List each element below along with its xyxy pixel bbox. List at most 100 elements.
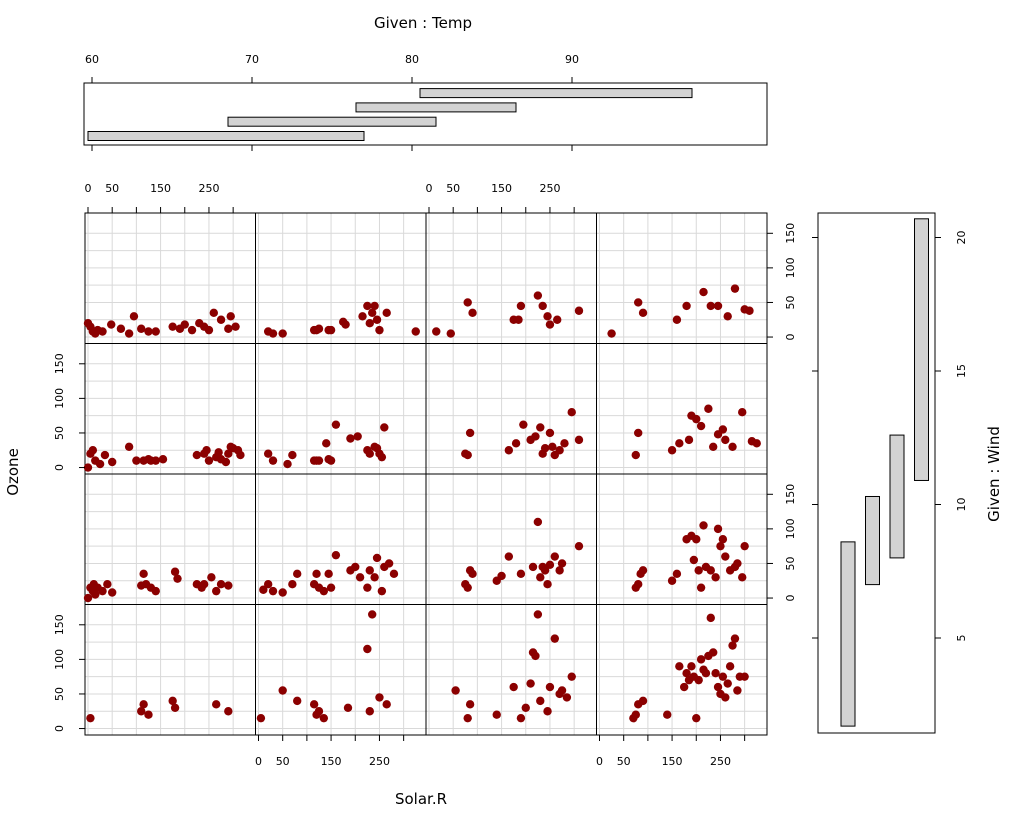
data-point [548, 442, 557, 451]
panel-points [451, 610, 576, 723]
data-point [696, 421, 706, 431]
data-point [137, 707, 146, 716]
data-point [692, 414, 701, 424]
data-point [638, 696, 648, 706]
x-axis-label: Solar.R [395, 790, 447, 808]
x-tick-label: 150 [150, 182, 171, 195]
data-point [432, 327, 441, 336]
data-point [721, 435, 730, 445]
data-point [384, 559, 394, 568]
data-point [144, 327, 153, 336]
data-point [463, 713, 472, 723]
data-point [319, 713, 329, 723]
scatter-panel [425, 604, 597, 736]
panel-frame [255, 473, 427, 605]
data-point [543, 707, 552, 716]
data-point [144, 710, 153, 719]
data-point [730, 634, 740, 643]
data-point [504, 446, 514, 455]
data-point [212, 586, 221, 596]
y-tick-label: 150 [784, 223, 797, 244]
y-tick-label: 100 [784, 518, 797, 539]
panel-frame [596, 473, 768, 605]
temp-tick-label: 60 [85, 53, 99, 66]
data-point [538, 301, 547, 311]
data-point [151, 456, 160, 465]
wind-tick-label: 20 [955, 231, 968, 245]
panel-frame [255, 343, 427, 475]
data-point [411, 327, 420, 336]
data-point [341, 320, 350, 329]
data-point [365, 707, 374, 716]
data-point [375, 325, 384, 335]
data-point [692, 535, 701, 544]
data-point [343, 703, 353, 712]
data-point [288, 580, 297, 589]
y-tick-label: 150 [53, 353, 66, 374]
data-point [545, 682, 555, 692]
data-point [516, 713, 526, 723]
scatter-panel [425, 212, 597, 344]
data-point [170, 567, 180, 576]
data-point [326, 456, 336, 465]
x-tick-label: 150 [321, 755, 342, 768]
data-point [555, 446, 564, 455]
panel-axes: 0 50 150 250 0 50 150 250 0 50 150 250 0 50 150 250 0 50 1… [53, 182, 797, 768]
data-point [694, 566, 703, 575]
data-point [514, 315, 523, 324]
data-point [365, 566, 374, 575]
data-point [463, 450, 472, 460]
data-point [536, 696, 545, 706]
data-point [83, 463, 93, 472]
panel-points [83, 308, 240, 338]
temp-tick-label: 70 [245, 53, 259, 66]
data-point [738, 408, 747, 417]
data-point [216, 315, 226, 324]
data-point [363, 583, 372, 592]
x-tick-label: 50 [617, 755, 631, 768]
y-tick-label: 150 [784, 484, 797, 505]
data-point [718, 672, 728, 681]
panel-frame [596, 604, 768, 736]
wind-interval-bar [889, 434, 905, 559]
data-point [170, 703, 180, 712]
data-point [451, 686, 460, 695]
data-point [696, 583, 706, 592]
data-point [631, 450, 640, 460]
panel-points [432, 291, 584, 338]
data-point [100, 450, 110, 460]
data-point [468, 308, 477, 318]
data-point [545, 320, 555, 329]
data-point [173, 574, 182, 583]
data-point [202, 446, 211, 455]
panel-points [607, 284, 754, 338]
data-point [692, 713, 701, 723]
data-point [107, 320, 116, 329]
panel-points [259, 550, 399, 597]
data-point [553, 315, 562, 324]
panel-points [631, 404, 761, 460]
data-point [504, 552, 514, 561]
panel-points [83, 442, 245, 472]
data-point [560, 439, 569, 448]
data-point [83, 593, 93, 603]
data-point [463, 298, 472, 307]
scatter-panel [425, 473, 597, 605]
data-point [740, 541, 749, 551]
data-point [557, 559, 567, 568]
data-point [463, 583, 472, 592]
data-point [224, 449, 233, 458]
data-point [713, 524, 723, 534]
data-point [151, 586, 160, 596]
data-point [346, 434, 355, 443]
data-point [723, 679, 732, 688]
wind-interval-bar [865, 495, 880, 586]
data-point [465, 428, 475, 438]
data-point [733, 559, 742, 568]
data-point [716, 541, 725, 551]
x-tick-label: 50 [276, 755, 290, 768]
scatter-panel-grid [83, 212, 768, 736]
data-point [740, 672, 749, 681]
